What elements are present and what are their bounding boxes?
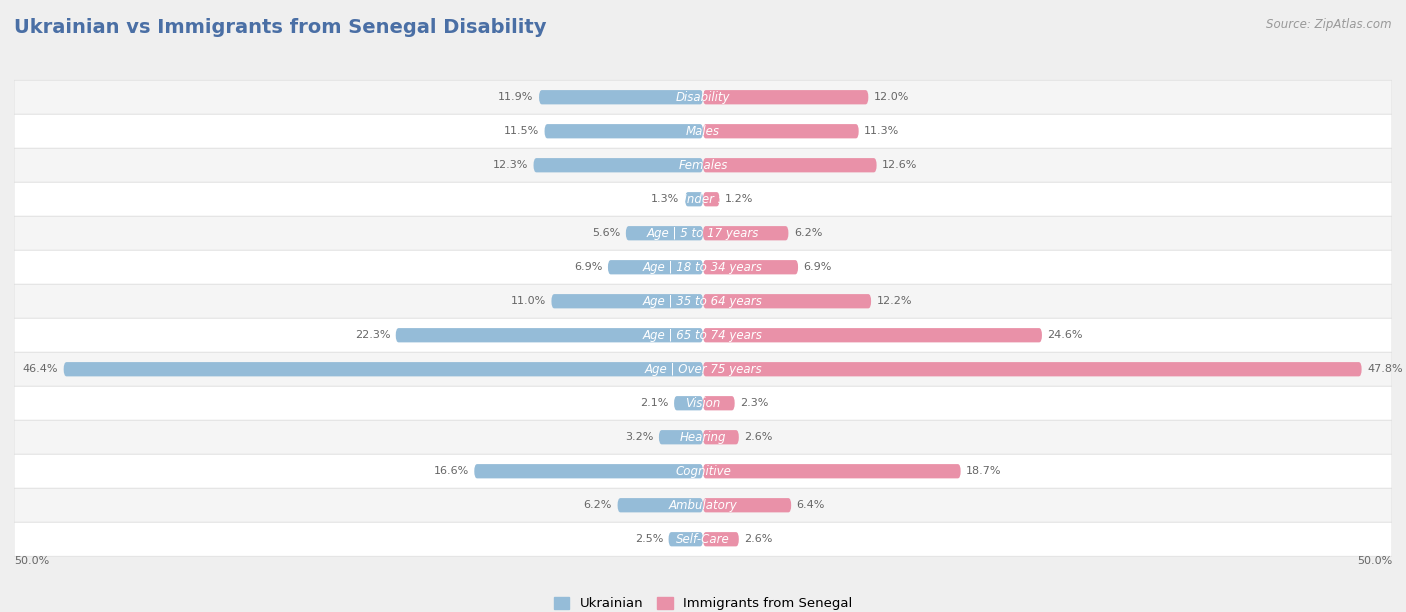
Text: 2.3%: 2.3%	[740, 398, 769, 408]
FancyBboxPatch shape	[703, 90, 869, 105]
FancyBboxPatch shape	[14, 182, 1392, 216]
FancyBboxPatch shape	[703, 124, 859, 138]
FancyBboxPatch shape	[63, 362, 703, 376]
FancyBboxPatch shape	[703, 362, 1361, 376]
FancyBboxPatch shape	[14, 353, 1392, 386]
FancyBboxPatch shape	[617, 498, 703, 512]
FancyBboxPatch shape	[685, 192, 703, 206]
FancyBboxPatch shape	[703, 328, 1042, 342]
Text: 12.0%: 12.0%	[875, 92, 910, 102]
FancyBboxPatch shape	[703, 430, 738, 444]
Text: 22.3%: 22.3%	[354, 330, 391, 340]
Text: 11.5%: 11.5%	[503, 126, 538, 136]
Text: Age | 35 to 64 years: Age | 35 to 64 years	[643, 295, 763, 308]
Text: 1.2%: 1.2%	[725, 194, 754, 204]
FancyBboxPatch shape	[14, 250, 1392, 284]
Text: 47.8%: 47.8%	[1367, 364, 1403, 375]
FancyBboxPatch shape	[14, 420, 1392, 454]
FancyBboxPatch shape	[669, 532, 703, 547]
FancyBboxPatch shape	[14, 454, 1392, 488]
FancyBboxPatch shape	[703, 396, 735, 411]
Text: 2.6%: 2.6%	[744, 432, 773, 442]
Text: 1.3%: 1.3%	[651, 194, 679, 204]
Legend: Ukrainian, Immigrants from Senegal: Ukrainian, Immigrants from Senegal	[554, 597, 852, 610]
FancyBboxPatch shape	[703, 226, 789, 241]
FancyBboxPatch shape	[538, 90, 703, 105]
Text: Source: ZipAtlas.com: Source: ZipAtlas.com	[1267, 18, 1392, 31]
Text: 18.7%: 18.7%	[966, 466, 1001, 476]
Text: Ukrainian vs Immigrants from Senegal Disability: Ukrainian vs Immigrants from Senegal Dis…	[14, 18, 547, 37]
Text: 6.9%: 6.9%	[574, 262, 602, 272]
Text: 46.4%: 46.4%	[22, 364, 58, 375]
Text: 50.0%: 50.0%	[14, 556, 49, 566]
Text: Vision: Vision	[685, 397, 721, 410]
FancyBboxPatch shape	[703, 498, 792, 512]
Text: 12.2%: 12.2%	[876, 296, 912, 306]
Text: Age | 65 to 74 years: Age | 65 to 74 years	[643, 329, 763, 341]
Text: Self-Care: Self-Care	[676, 532, 730, 546]
Text: 6.2%: 6.2%	[583, 500, 612, 510]
FancyBboxPatch shape	[673, 396, 703, 411]
Text: 12.6%: 12.6%	[882, 160, 918, 170]
FancyBboxPatch shape	[14, 284, 1392, 318]
Text: 11.3%: 11.3%	[865, 126, 900, 136]
FancyBboxPatch shape	[703, 464, 960, 479]
FancyBboxPatch shape	[474, 464, 703, 479]
FancyBboxPatch shape	[551, 294, 703, 308]
Text: 16.6%: 16.6%	[433, 466, 468, 476]
Text: Males: Males	[686, 125, 720, 138]
FancyBboxPatch shape	[703, 192, 720, 206]
Text: 5.6%: 5.6%	[592, 228, 620, 238]
Text: 12.3%: 12.3%	[492, 160, 529, 170]
FancyBboxPatch shape	[703, 260, 799, 274]
Text: Ambulatory: Ambulatory	[669, 499, 737, 512]
FancyBboxPatch shape	[395, 328, 703, 342]
FancyBboxPatch shape	[14, 386, 1392, 420]
FancyBboxPatch shape	[14, 318, 1392, 353]
FancyBboxPatch shape	[626, 226, 703, 241]
Text: 11.0%: 11.0%	[510, 296, 546, 306]
Text: 6.4%: 6.4%	[797, 500, 825, 510]
Text: Cognitive: Cognitive	[675, 465, 731, 478]
Text: Age | Under 5 years: Age | Under 5 years	[644, 193, 762, 206]
Text: 24.6%: 24.6%	[1047, 330, 1083, 340]
FancyBboxPatch shape	[14, 148, 1392, 182]
FancyBboxPatch shape	[14, 80, 1392, 114]
Text: 2.1%: 2.1%	[640, 398, 669, 408]
Text: Hearing: Hearing	[679, 431, 727, 444]
Text: 6.9%: 6.9%	[804, 262, 832, 272]
FancyBboxPatch shape	[14, 114, 1392, 148]
FancyBboxPatch shape	[607, 260, 703, 274]
Text: Disability: Disability	[676, 91, 730, 104]
FancyBboxPatch shape	[659, 430, 703, 444]
Text: 11.9%: 11.9%	[498, 92, 533, 102]
Text: Age | 5 to 17 years: Age | 5 to 17 years	[647, 226, 759, 240]
Text: 2.6%: 2.6%	[744, 534, 773, 544]
Text: Age | Over 75 years: Age | Over 75 years	[644, 363, 762, 376]
FancyBboxPatch shape	[14, 522, 1392, 556]
FancyBboxPatch shape	[703, 532, 738, 547]
Text: Age | 18 to 34 years: Age | 18 to 34 years	[643, 261, 763, 274]
FancyBboxPatch shape	[703, 294, 872, 308]
Text: 3.2%: 3.2%	[626, 432, 654, 442]
FancyBboxPatch shape	[14, 216, 1392, 250]
Text: 50.0%: 50.0%	[1357, 556, 1392, 566]
Text: Females: Females	[678, 159, 728, 172]
FancyBboxPatch shape	[703, 158, 876, 173]
FancyBboxPatch shape	[14, 488, 1392, 522]
FancyBboxPatch shape	[544, 124, 703, 138]
Text: 2.5%: 2.5%	[634, 534, 664, 544]
Text: 6.2%: 6.2%	[794, 228, 823, 238]
FancyBboxPatch shape	[533, 158, 703, 173]
